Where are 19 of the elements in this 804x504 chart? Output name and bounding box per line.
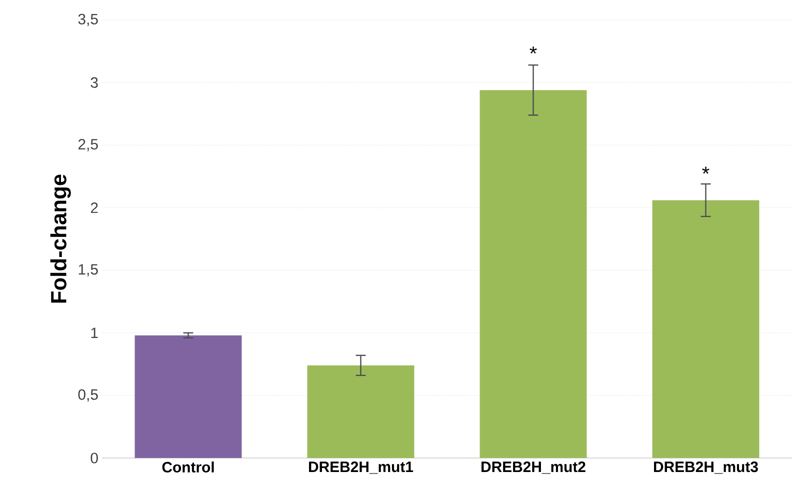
x-tick-label: DREB2H_mut3 bbox=[654, 462, 758, 474]
y-axis-title: Fold-change bbox=[50, 174, 71, 303]
y-tick-label: 2 bbox=[90, 202, 98, 213]
bar bbox=[652, 200, 760, 458]
y-tick-label: 1 bbox=[91, 328, 98, 338]
bar bbox=[307, 365, 414, 458]
y-tick-label: 0 bbox=[90, 452, 98, 464]
y-tick-label: 2,5 bbox=[78, 138, 98, 152]
y-tick-label: 0,5 bbox=[78, 389, 98, 402]
y-tick-label: 1,5 bbox=[78, 264, 98, 276]
x-tick-label: DREB2H_mut2 bbox=[482, 462, 586, 474]
x-tick-label: DREB2H_mut1 bbox=[309, 462, 414, 474]
annotation: * bbox=[702, 166, 710, 174]
x-tick-label: Control bbox=[162, 462, 214, 472]
y-tick-label: 3 bbox=[90, 77, 98, 88]
y-tick-label: 3,5 bbox=[78, 14, 98, 26]
annotation: * bbox=[530, 46, 537, 54]
bar bbox=[134, 335, 242, 458]
bar bbox=[480, 90, 587, 458]
